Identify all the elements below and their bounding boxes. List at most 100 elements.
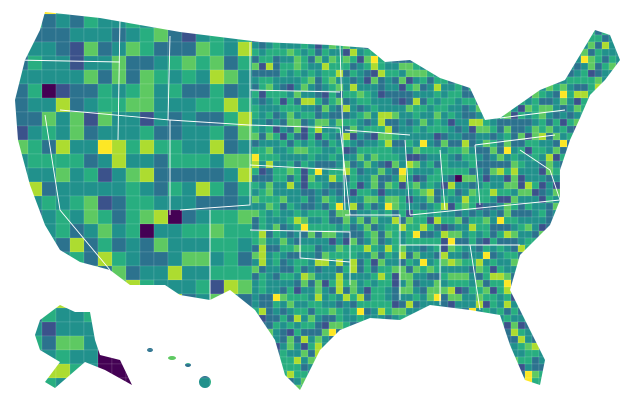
county-cell — [454, 342, 463, 351]
county-cell — [265, 258, 274, 267]
county-cell — [545, 181, 554, 190]
county-cell — [321, 370, 330, 379]
county-cell — [370, 62, 379, 71]
county-cell — [447, 363, 456, 372]
county-cell — [552, 13, 561, 22]
county-cell — [566, 41, 575, 50]
county-cell — [440, 20, 449, 29]
county-cell — [503, 314, 512, 323]
county-cell — [497, 392, 504, 399]
county-cell — [454, 97, 463, 106]
county-cell — [356, 307, 365, 316]
county-cell — [608, 293, 617, 302]
county-cell — [335, 377, 344, 386]
county-cell — [433, 41, 442, 50]
county-cell — [615, 174, 620, 183]
county-cell — [496, 146, 505, 155]
county-cell — [608, 349, 617, 358]
county-cell — [328, 27, 337, 36]
county-cell — [209, 13, 225, 29]
county-cell — [524, 62, 533, 71]
county-cell — [587, 13, 596, 22]
county-cell — [461, 12, 470, 15]
county-cell — [447, 90, 456, 99]
county-cell — [448, 392, 455, 399]
county-cell — [615, 328, 620, 337]
county-cell — [433, 139, 442, 148]
county-cell — [328, 97, 337, 106]
county-cell — [69, 181, 85, 197]
county-cell — [482, 97, 491, 106]
county-cell — [454, 146, 463, 155]
county-cell — [580, 174, 589, 183]
county-cell — [412, 181, 421, 190]
county-cell — [623, 84, 630, 91]
county-cell — [363, 202, 372, 211]
county-cell — [27, 377, 43, 390]
county-cell — [363, 384, 372, 390]
county-cell — [440, 104, 449, 113]
county-cell — [538, 328, 547, 337]
county-cell — [405, 34, 414, 43]
county-cell — [181, 321, 197, 337]
county-cell — [398, 76, 407, 85]
county-cell — [300, 307, 309, 316]
county-cell — [545, 251, 554, 260]
county-cell — [251, 342, 260, 351]
county-cell — [566, 62, 575, 71]
county-cell — [314, 13, 323, 22]
county-cell — [468, 104, 477, 113]
county-cell — [195, 335, 211, 351]
county-cell — [573, 20, 582, 29]
county-cell — [594, 230, 603, 239]
county-cell — [587, 27, 596, 36]
county-cell — [419, 48, 428, 57]
county-cell — [594, 321, 603, 330]
county-cell — [531, 384, 540, 390]
county-cell — [461, 223, 470, 232]
county-cell — [328, 83, 337, 92]
county-cell — [335, 328, 344, 337]
county-cell — [517, 41, 526, 50]
county-cell — [426, 272, 435, 281]
county-cell — [455, 392, 462, 399]
county-cell — [384, 34, 393, 43]
county-cell — [517, 104, 526, 113]
county-cell — [377, 167, 386, 176]
county-cell — [475, 244, 484, 253]
county-cell — [615, 335, 620, 344]
county-cell — [468, 342, 477, 351]
county-cell — [482, 41, 491, 50]
county-cell — [266, 0, 273, 7]
county-cell — [265, 55, 274, 64]
county-cell — [552, 48, 561, 57]
county-cell — [524, 27, 533, 36]
county-cell — [566, 377, 575, 386]
county-cell — [587, 202, 596, 211]
county-cell — [391, 27, 400, 36]
county-cell — [0, 294, 14, 308]
county-cell — [0, 238, 14, 252]
county-cell — [531, 216, 540, 225]
county-cell — [55, 153, 71, 169]
county-cell — [279, 335, 288, 344]
county-cell — [580, 328, 589, 337]
county-cell — [258, 146, 267, 155]
county-cell — [398, 55, 407, 64]
county-cell — [223, 363, 239, 379]
county-cell — [440, 97, 449, 106]
county-cell — [587, 300, 596, 309]
county-cell — [503, 328, 512, 337]
county-cell — [489, 342, 498, 351]
county-cell — [630, 294, 637, 301]
county-cell — [615, 384, 620, 390]
county-cell — [573, 230, 582, 239]
county-cell — [300, 188, 309, 197]
county-cell — [454, 300, 463, 309]
county-cell — [238, 392, 252, 400]
county-cell — [580, 230, 589, 239]
county-cell — [384, 111, 393, 120]
county-cell — [377, 27, 386, 36]
county-cell — [398, 342, 407, 351]
county-cell — [279, 27, 288, 36]
